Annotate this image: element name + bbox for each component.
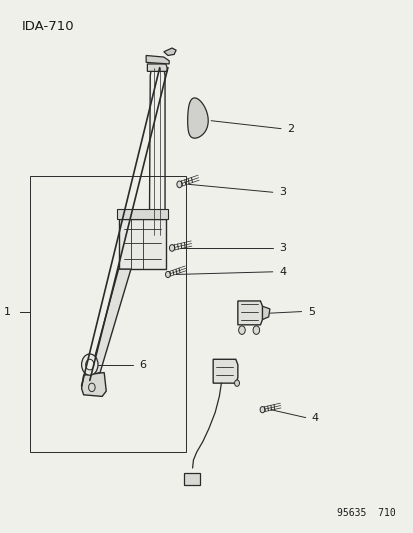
Polygon shape <box>146 55 169 64</box>
Circle shape <box>238 326 244 334</box>
Circle shape <box>169 245 174 251</box>
Circle shape <box>176 181 182 188</box>
Polygon shape <box>183 473 199 485</box>
Polygon shape <box>262 306 269 319</box>
Polygon shape <box>116 209 168 219</box>
Circle shape <box>234 380 239 386</box>
Circle shape <box>259 407 264 413</box>
Circle shape <box>165 271 170 278</box>
Polygon shape <box>164 48 176 55</box>
Text: 2: 2 <box>287 124 294 134</box>
Circle shape <box>85 359 94 370</box>
Polygon shape <box>147 64 167 71</box>
Polygon shape <box>149 68 165 235</box>
Text: 4: 4 <box>278 267 285 277</box>
FancyBboxPatch shape <box>118 219 166 269</box>
Text: 1: 1 <box>4 306 11 317</box>
Bar <box>30 176 186 452</box>
Text: IDA-710: IDA-710 <box>22 20 74 33</box>
Text: 3: 3 <box>278 243 285 253</box>
Polygon shape <box>90 269 131 375</box>
Polygon shape <box>237 301 262 325</box>
Circle shape <box>252 326 259 334</box>
Text: 5: 5 <box>307 306 314 317</box>
Polygon shape <box>81 373 106 397</box>
Text: 6: 6 <box>139 360 146 369</box>
Text: 3: 3 <box>278 187 285 197</box>
Polygon shape <box>213 359 237 383</box>
Polygon shape <box>187 98 208 138</box>
Text: 95635  710: 95635 710 <box>337 508 395 519</box>
Circle shape <box>81 354 98 375</box>
Text: 4: 4 <box>311 413 318 423</box>
